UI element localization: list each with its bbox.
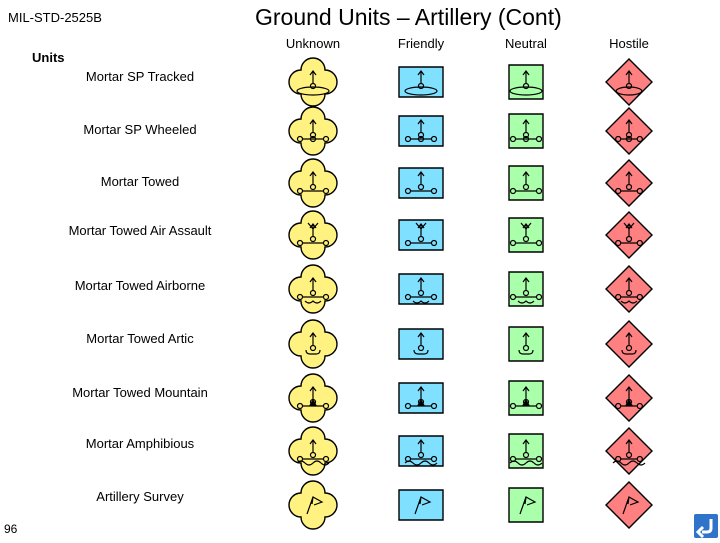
symbol-survey-friendly [398,489,444,521]
symbol-towed-neutral [508,165,544,201]
section-label: Units [32,50,65,65]
return-button[interactable] [694,514,718,539]
column-header-friendly: Friendly [397,36,445,51]
symbol-airborne-neutral [508,271,544,307]
symbol-towed-unknown [288,158,338,208]
symbol-mountain-friendly [398,382,444,414]
symbol-artic-neutral [508,326,544,362]
row-label-tracked: Mortar SP Tracked [85,69,195,84]
column-header-hostile: Hostile [609,36,649,51]
row-label-airborne: Mortar Towed Airborne [74,278,206,293]
row-label-survey: Artillery Survey [96,489,184,504]
standard-label: MIL-STD-2525B [8,10,102,25]
symbol-artic-friendly [398,328,444,360]
symbol-artic-unknown [288,319,338,369]
symbol-wheeled-hostile [605,107,653,155]
symbol-survey-hostile [605,481,653,529]
symbol-tracked-unknown [288,57,338,107]
symbol-mountain-neutral [508,380,544,416]
symbol-wheeled-neutral [508,113,544,149]
page-number: 96 [4,522,18,536]
symbol-artic-hostile [605,320,653,368]
symbol-airborne-friendly [398,273,444,305]
symbol-mountain-hostile [605,374,653,422]
symbol-amphibious-hostile [605,427,653,475]
symbol-tracked-neutral [508,64,544,100]
symbol-towed-friendly [398,167,444,199]
column-header-unknown: Unknown [285,36,341,51]
column-header-neutral: Neutral [505,36,547,51]
symbol-air-assault-unknown [288,210,338,260]
row-label-amphibious: Mortar Amphibious [85,436,195,451]
symbol-tracked-hostile [605,58,653,106]
row-label-mountain: Mortar Towed Mountain [72,385,208,400]
symbol-tracked-friendly [398,66,444,98]
row-label-towed: Mortar Towed [100,174,180,189]
symbol-airborne-hostile [605,265,653,313]
symbol-survey-neutral [508,487,544,523]
symbol-air-assault-hostile [605,211,653,259]
row-label-wheeled: Mortar SP Wheeled [83,122,197,137]
symbol-wheeled-unknown [288,106,338,156]
symbol-amphibious-friendly [398,435,444,467]
symbol-air-assault-neutral [508,217,544,253]
symbol-airborne-unknown [288,264,338,314]
symbol-mountain-unknown [288,373,338,423]
symbol-amphibious-unknown [288,426,338,476]
symbol-amphibious-neutral [508,433,544,469]
page-title: Ground Units – Artillery (Cont) [255,4,562,30]
row-label-artic: Mortar Towed Artic [86,331,194,346]
symbol-air-assault-friendly [398,219,444,251]
row-label-air-assault: Mortar Towed Air Assault [68,223,212,238]
symbol-towed-hostile [605,159,653,207]
symbol-survey-unknown [288,480,338,530]
symbol-wheeled-friendly [398,115,444,147]
return-arrow-icon [695,519,713,539]
